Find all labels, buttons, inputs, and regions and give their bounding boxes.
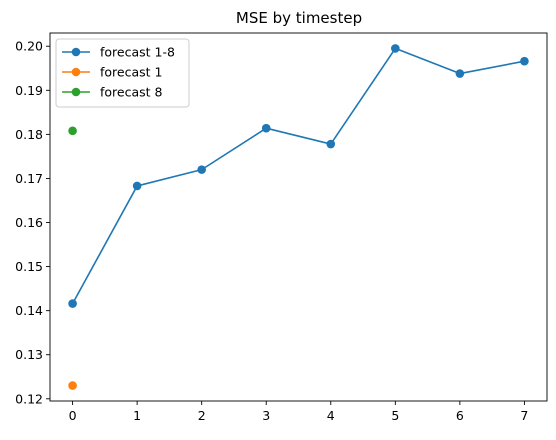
legend-marker: [71, 87, 81, 97]
chart-title: MSE by timestep: [236, 9, 362, 27]
data-point: [261, 123, 271, 133]
x-tick-label: 4: [327, 408, 335, 423]
x-axis: 0 1 2 3 4 5 6 7: [69, 401, 528, 423]
x-tick-label: 5: [391, 408, 399, 423]
y-tick-label: 0.20: [15, 39, 43, 54]
y-tick-label: 0.12: [15, 391, 43, 406]
x-tick-label: 3: [262, 408, 270, 423]
data-point: [455, 69, 465, 78]
legend: forecast 1-8 forecast 1 forecast 8: [55, 38, 190, 108]
legend-label: forecast 8: [100, 85, 163, 100]
y-tick-label: 0.16: [15, 215, 43, 230]
x-tick-label: 0: [69, 408, 77, 423]
y-tick-label: 0.18: [15, 127, 43, 142]
data-point: [68, 126, 77, 136]
y-tick-label: 0.14: [15, 303, 43, 318]
y-axis: 0.12 0.13 0.14 0.15 0.16 0.17 0.18 0.19 0.20: [15, 39, 50, 406]
legend-label: forecast 1-8: [100, 45, 175, 60]
y-tick-label: 0.17: [15, 171, 43, 186]
data-point: [132, 181, 142, 191]
data-point: [68, 381, 77, 390]
data-point: [391, 44, 400, 53]
data-point: [326, 139, 336, 149]
x-tick-label: 2: [198, 408, 206, 423]
series-line: [71, 47, 525, 304]
data-point: [197, 165, 206, 174]
x-tick-label: 6: [456, 408, 464, 423]
legend-label: forecast 1: [100, 65, 162, 80]
legend-marker: [71, 47, 81, 57]
y-tick-label: 0.19: [15, 83, 43, 98]
y-tick-label: 0.15: [15, 259, 43, 274]
x-tick-label: 1: [133, 408, 141, 423]
axes-frame: [49, 32, 548, 402]
legend-frame: [55, 38, 190, 108]
y-tick-label: 0.13: [15, 347, 43, 362]
x-tick-label: 7: [520, 408, 528, 423]
plot-area: [68, 44, 529, 390]
legend-marker: [71, 67, 81, 77]
data-point: [68, 299, 77, 308]
data-point: [520, 56, 529, 66]
